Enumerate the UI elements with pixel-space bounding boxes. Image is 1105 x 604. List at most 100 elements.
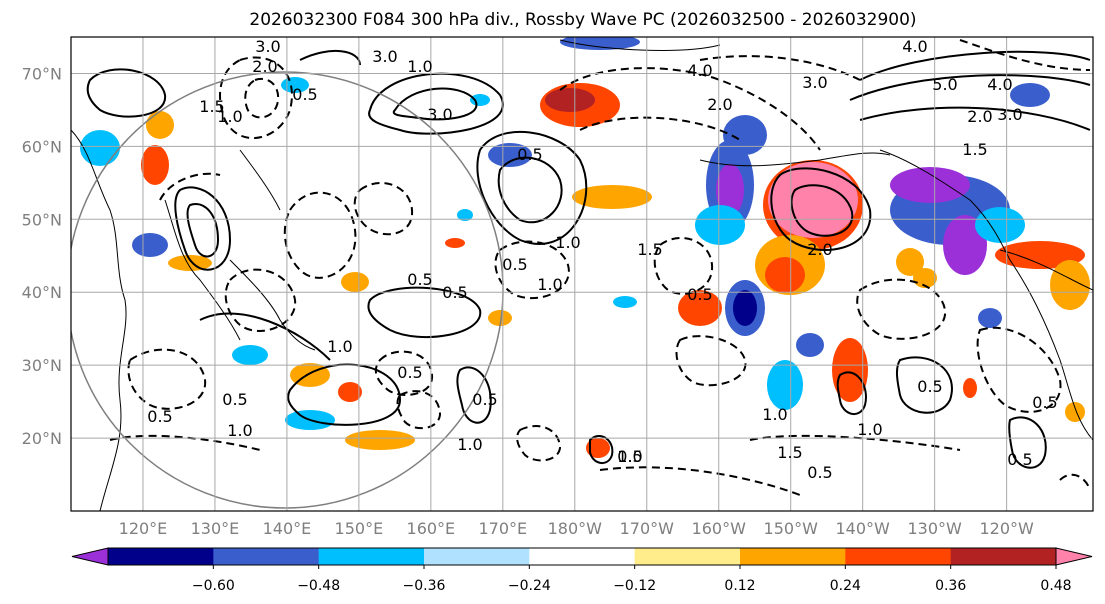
negative-div-feature — [232, 345, 268, 365]
contour-label: 2.0 — [252, 57, 277, 76]
negative-div-feature — [613, 296, 637, 308]
negative-div-feature — [890, 167, 970, 203]
positive-div-feature — [445, 238, 465, 248]
contour-label: 4.0 — [902, 37, 927, 56]
colorbar-tick-label: −0.60 — [192, 578, 235, 594]
contour-label: 0.5 — [397, 363, 422, 382]
solid-contour — [367, 286, 482, 339]
contour-label: 1.0 — [617, 447, 642, 466]
longitude-label: 150°E — [335, 519, 384, 538]
dashed-contour — [579, 116, 741, 141]
solid-contour — [456, 366, 492, 424]
dashed-contour — [494, 240, 570, 300]
dashed-contour — [127, 348, 207, 410]
longitude-label: 120°E — [119, 519, 168, 538]
negative-div-feature — [723, 115, 767, 155]
dashed-contour — [653, 236, 714, 295]
colorbar-tick-label: 0.24 — [830, 578, 861, 594]
positive-div-feature — [913, 268, 937, 288]
north-america-coastline — [879, 149, 1093, 441]
map-title: 2026032300 F084 300 hPa div., Rossby Wav… — [249, 10, 916, 30]
positive-div-feature — [586, 438, 610, 458]
contour-label: 3.0 — [427, 105, 452, 124]
solid-contour — [589, 435, 614, 464]
positive-div-feature — [488, 310, 512, 326]
colorbar-segment — [318, 548, 425, 565]
longitude-label: 170°E — [479, 519, 528, 538]
dashed-contour — [396, 390, 442, 430]
dashed-contour — [559, 67, 821, 151]
negative-div-feature — [488, 143, 532, 167]
solid-contour — [859, 106, 1091, 131]
arctic-coastline — [559, 39, 721, 51]
colorbar-extend-max — [1055, 547, 1093, 566]
negative-div-feature — [1010, 83, 1050, 107]
colorbar-segment — [424, 548, 530, 565]
contour-label: 4.0 — [687, 61, 712, 80]
colorbar-tick-label: 0.36 — [935, 578, 966, 594]
contour-label: 0.5 — [222, 390, 247, 409]
us-border — [999, 249, 1093, 291]
contour-label: 1.0 — [762, 405, 787, 424]
longitude-label: 130°E — [191, 519, 240, 538]
latitude-label: 70°N — [22, 64, 62, 83]
contour-label: 1.0 — [457, 435, 482, 454]
colorbar-segment — [950, 548, 1057, 565]
contour-label: 0.5 — [687, 285, 712, 304]
negative-div-feature — [716, 164, 744, 216]
contour-label: 2.0 — [967, 107, 992, 126]
solid-contour — [770, 167, 872, 251]
contour-label: 0.5 — [1007, 450, 1032, 469]
contour-label: 1.0 — [327, 337, 352, 356]
positive-div-feature — [146, 111, 174, 139]
dashed-contour — [599, 466, 801, 496]
contour-label: 0.5 — [147, 407, 172, 426]
positive-div-feature — [141, 145, 169, 185]
colorbar-extend-min — [71, 547, 109, 566]
positive-div-feature — [678, 290, 722, 326]
colorbar-segment — [213, 548, 320, 565]
contour-label: 0.5 — [292, 85, 317, 104]
contour-label: 0.5 — [917, 377, 942, 396]
negative-div-feature — [457, 209, 473, 221]
colorbar-tick-label: 0.12 — [724, 578, 755, 594]
negative-div-feature — [695, 205, 745, 245]
contour-label: 0.5 — [407, 270, 432, 289]
map-panel: 3.02.01.51.00.53.01.03.04.03.02.04.05.0 4… — [70, 36, 1094, 512]
negative-div-feature — [796, 333, 824, 357]
solid-contour — [476, 130, 588, 245]
contour-label: 4.0 — [987, 75, 1012, 94]
dashed-contour — [244, 77, 280, 119]
longitude-label: 160°E — [407, 519, 456, 538]
dashed-contour — [516, 425, 562, 462]
colorbar-tick-label: −0.36 — [403, 578, 446, 594]
negative-div-feature — [733, 290, 757, 326]
solid-contour — [1008, 416, 1047, 469]
contour-label: 1.5 — [199, 97, 224, 116]
positive-div-feature — [963, 378, 977, 398]
negative-div-feature — [767, 360, 803, 410]
contour-label: 3.0 — [997, 105, 1022, 124]
longitude-label: 140°E — [263, 519, 312, 538]
contour-label: 3.0 — [372, 47, 397, 66]
contour-label: 3.0 — [802, 73, 827, 92]
kamchatka-coastline — [239, 149, 281, 211]
colorbar-segment — [529, 548, 636, 565]
solid-contour — [186, 203, 220, 258]
solid-contour — [849, 74, 1091, 101]
solid-contour — [368, 72, 504, 135]
contour-label: 0.5 — [807, 463, 832, 482]
colorbar-frame — [107, 547, 1057, 566]
contour-label: 0.5 — [1032, 393, 1057, 412]
positive-div-feature — [765, 257, 805, 293]
longitude-label: 180°W — [548, 519, 603, 538]
contour-label: 0.5 — [472, 390, 497, 409]
contour-label: 0.5 — [502, 255, 527, 274]
korea-coastline — [164, 199, 241, 341]
latitude-label: 20°N — [22, 429, 62, 448]
latitude-label: 60°N — [22, 137, 62, 156]
dashed-contour — [159, 172, 221, 201]
colorbar-tick-label: 0.48 — [1040, 578, 1071, 594]
gridlines — [71, 37, 1093, 511]
